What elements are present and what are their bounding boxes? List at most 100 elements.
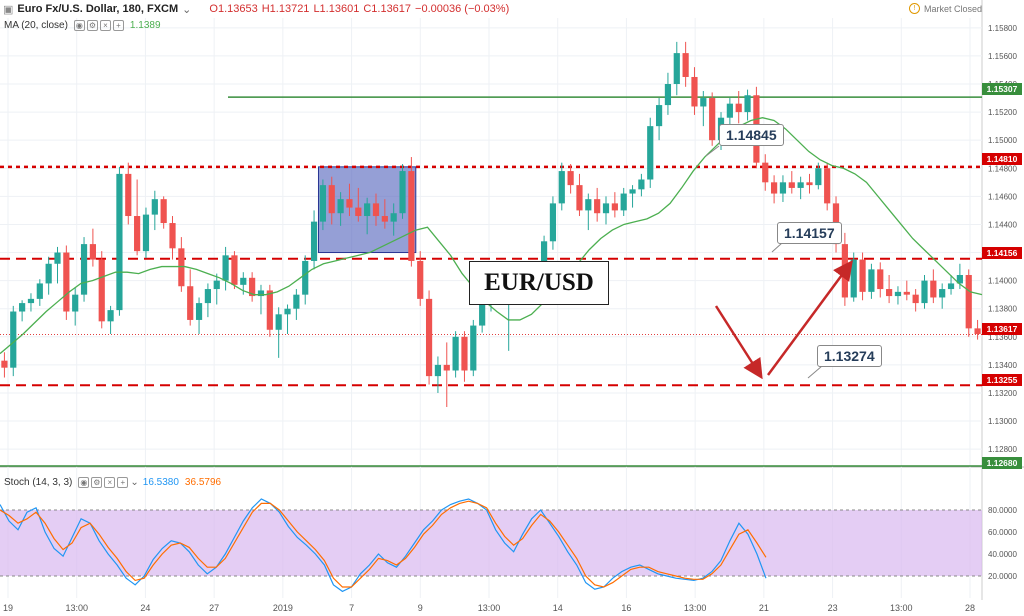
ohlc-high: H1.13721: [261, 3, 310, 15]
candle-body: [797, 182, 804, 188]
stoch-y-tick-label: 40.0000: [988, 550, 1017, 559]
y-tick-label: 1.13000: [988, 417, 1017, 426]
candle-body: [647, 126, 654, 180]
x-tick-label: 19: [3, 603, 13, 613]
settings-icon[interactable]: ⚙: [86, 20, 98, 31]
candle-body: [346, 199, 353, 208]
stoch-k-value: 16.5380: [142, 477, 179, 488]
candle-body: [310, 221, 318, 261]
more-icon[interactable]: +: [117, 477, 129, 488]
candle-body: [726, 103, 733, 118]
candle-body: [266, 290, 273, 330]
candle-body: [417, 260, 424, 299]
y-tick-label: 1.14800: [988, 164, 1017, 173]
callout-pointer: [807, 365, 823, 379]
stoch-y-tick-label: 20.0000: [988, 572, 1017, 581]
candle-body: [602, 203, 610, 214]
candle-body: [947, 283, 955, 290]
candle-body: [824, 168, 831, 204]
callout-1-13274: 1.13274: [817, 345, 882, 367]
candle-body: [302, 260, 309, 295]
candle-body: [903, 291, 910, 295]
candle-body: [107, 310, 114, 322]
chevron-down-icon[interactable]: ⌄: [182, 3, 192, 16]
candle-body: [762, 162, 769, 183]
y-tick-label: 1.14400: [988, 220, 1017, 229]
candle-body: [806, 182, 813, 186]
ma-legend[interactable]: MA (20, close) ◉ ⚙ × + 1.1389: [4, 20, 161, 31]
candle-body: [452, 336, 459, 371]
candle-body: [381, 216, 388, 222]
ma-label: MA (20, close): [4, 20, 68, 31]
candle-body: [372, 203, 380, 217]
candle-body: [877, 269, 884, 290]
stoch-y-tick-label: 80.0000: [988, 506, 1017, 515]
y-tick-label: 1.13800: [988, 305, 1017, 314]
candle-body: [355, 207, 362, 217]
more-icon[interactable]: +: [112, 20, 124, 31]
price-tag-green-top: 1.15307: [982, 83, 1022, 95]
candle-body: [408, 171, 415, 261]
price-tag-red-bottom: 1.13255: [982, 374, 1022, 386]
chevron-down-icon[interactable]: ⌄: [130, 477, 139, 488]
price-tag-red-mid: 1.14156: [982, 247, 1022, 259]
stoch-legend[interactable]: Stoch (14, 3, 3) ◉ ⚙ × + ⌄ 16.5380 36.57…: [4, 477, 221, 488]
candle-body: [425, 298, 433, 377]
close-icon[interactable]: ×: [104, 477, 116, 488]
candle-body: [540, 241, 548, 273]
candle-body: [134, 216, 141, 252]
eye-icon[interactable]: ◉: [78, 477, 90, 488]
candle-body: [894, 291, 902, 297]
candle-body: [293, 294, 300, 309]
price-tag-green-bottom: 1.12680: [982, 457, 1022, 469]
candle-body: [956, 275, 963, 284]
candle-body: [576, 185, 583, 211]
candle-body: [629, 189, 636, 194]
y-tick-label: 1.12800: [988, 445, 1017, 454]
candle-body: [673, 53, 680, 85]
settings-icon[interactable]: ⚙: [91, 477, 103, 488]
ohlc-change: −0.00036 (−0.03%): [415, 3, 510, 15]
candle-body: [10, 311, 17, 368]
candle-body: [204, 289, 211, 304]
candle-body: [222, 255, 229, 281]
x-tick-label: 27: [209, 603, 219, 613]
candle-body: [859, 259, 866, 292]
candle-body: [187, 286, 194, 320]
y-tick-label: 1.13200: [988, 389, 1017, 398]
x-tick-label: 7: [349, 603, 354, 613]
candle-body: [939, 289, 946, 298]
candle-body: [337, 199, 344, 214]
candle-body: [364, 203, 371, 217]
y-tick-label: 1.15600: [988, 52, 1017, 61]
candle-body: [567, 171, 574, 186]
x-tick-label: 24: [140, 603, 150, 613]
candle-body: [682, 53, 689, 77]
candle-body: [788, 182, 795, 188]
symbol-icon: ▣: [3, 3, 14, 16]
y-tick-label: 1.15800: [988, 24, 1017, 33]
candle-body: [328, 185, 335, 214]
symbol-label[interactable]: Euro Fx/U.S. Dollar, 180, FXCM: [17, 3, 179, 15]
close-icon[interactable]: ×: [99, 20, 111, 31]
candle-body: [125, 173, 132, 217]
candle-body: [930, 280, 937, 298]
candle-body: [585, 199, 592, 211]
x-tick-label: 28: [965, 603, 975, 613]
candle-body: [638, 179, 645, 190]
chart-header: ▣ Euro Fx/U.S. Dollar, 180, FXCM ⌄ O1.13…: [0, 0, 1024, 18]
ohlc-open: O1.13653: [209, 3, 258, 15]
candle-body: [257, 290, 265, 297]
candle-body: [974, 328, 981, 334]
x-tick-label: 2019: [273, 603, 293, 613]
candle-body: [735, 103, 742, 113]
x-tick-label: 13:00: [890, 603, 913, 613]
candle-body: [390, 213, 397, 222]
bullish-arrow: [766, 259, 853, 376]
candle-body: [611, 203, 618, 211]
candle-body: [80, 244, 88, 295]
candle-body: [195, 303, 203, 320]
candle-body: [275, 314, 282, 330]
eye-icon[interactable]: ◉: [73, 20, 85, 31]
